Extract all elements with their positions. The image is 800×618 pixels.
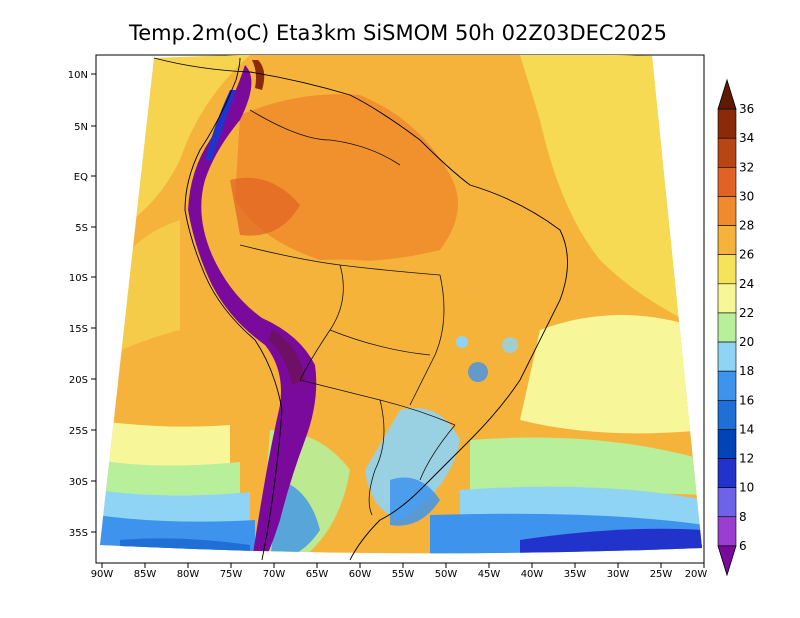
colorbar-segment xyxy=(717,108,737,139)
colorbar-segment xyxy=(717,370,737,401)
colorbar-segment xyxy=(717,283,737,314)
colorbar-label: 16 xyxy=(739,393,754,407)
lat-tick-label: 5S xyxy=(75,223,88,234)
map-title: Temp.2m(oC) Eta3km SiSMOM 50h 02Z03DEC20… xyxy=(128,21,667,45)
lon-tick-label: 20W xyxy=(685,569,708,580)
lon-tick-label: 75W xyxy=(220,569,243,580)
lat-tick-label: 35S xyxy=(69,528,88,539)
colorbar-segment xyxy=(717,137,737,168)
lon-tick-label: 55W xyxy=(392,569,415,580)
colorbar-label: 8 xyxy=(739,510,747,524)
colorbar-segment xyxy=(717,254,737,285)
colorbar-segment xyxy=(717,196,737,226)
colorbar-label: 28 xyxy=(739,219,754,233)
colorbar-label: 20 xyxy=(739,335,754,349)
colorbar-label: 34 xyxy=(739,131,754,145)
temperature-field xyxy=(100,55,702,554)
lat-tick-label: 15S xyxy=(69,324,88,335)
colorbar-segment xyxy=(717,399,737,430)
colorbar-segment xyxy=(717,429,737,459)
lat-tick-label: 25S xyxy=(69,426,88,437)
lat-tick-label: 5N xyxy=(74,122,88,133)
lat-tick-label: 30S xyxy=(69,477,88,488)
lon-tick-label: 90W xyxy=(91,569,114,580)
lon-tick-label: 40W xyxy=(521,569,544,580)
colorbar-label: 36 xyxy=(739,102,754,116)
colorbar-label: 32 xyxy=(739,160,754,174)
colorbar-segment xyxy=(717,516,737,547)
colorbar-label: 6 xyxy=(739,539,747,553)
latitude-axis: 10N 5N EQ 5S 10S 15S 20S 25S 30S 35S xyxy=(68,55,97,563)
map-panel xyxy=(95,54,705,564)
longitude-axis: 90W 85W 80W 75W 70W 65W 60W 55W 50W 45W … xyxy=(91,562,708,580)
colorbar-segment xyxy=(717,341,737,372)
lon-tick-label: 45W xyxy=(478,569,501,580)
colorbar: 6 8 10 12 14 16 18 20 22 24 26 28 30 32 34 36 xyxy=(717,78,754,577)
lon-tick-label: 85W xyxy=(134,569,157,580)
colorbar-label: 24 xyxy=(739,277,754,291)
country-borders xyxy=(239,109,456,516)
colorbar-segment xyxy=(717,458,737,488)
lon-tick-label: 60W xyxy=(349,569,372,580)
colorbar-max-triangle xyxy=(717,78,737,110)
lat-tick-label: EQ xyxy=(74,172,88,183)
colorbar-label: 18 xyxy=(739,364,754,378)
colorbar-segment xyxy=(717,487,737,518)
colorbar-label: 12 xyxy=(739,452,754,466)
lon-tick-label: 80W xyxy=(177,569,200,580)
colorbar-label: 22 xyxy=(739,306,754,320)
lon-tick-label: 35W xyxy=(564,569,587,580)
colorbar-label: 14 xyxy=(739,422,754,436)
colorbar-min-triangle xyxy=(717,545,737,577)
lon-tick-label: 70W xyxy=(263,569,286,580)
lat-tick-label: 10N xyxy=(68,70,88,81)
lon-tick-label: 65W xyxy=(306,569,329,580)
lon-tick-label: 25W xyxy=(650,569,673,580)
colorbar-label: 26 xyxy=(739,248,754,262)
colorbar-label: 30 xyxy=(739,189,754,203)
colorbar-label: 10 xyxy=(739,481,754,495)
colorbar-segment xyxy=(717,167,737,197)
coastline xyxy=(153,57,568,561)
lat-tick-label: 20S xyxy=(69,375,88,386)
colorbar-segment xyxy=(717,312,737,343)
lat-tick-label: 10S xyxy=(69,273,88,284)
colorbar-segment xyxy=(717,225,737,256)
lon-tick-label: 30W xyxy=(607,569,630,580)
lon-tick-label: 50W xyxy=(435,569,458,580)
